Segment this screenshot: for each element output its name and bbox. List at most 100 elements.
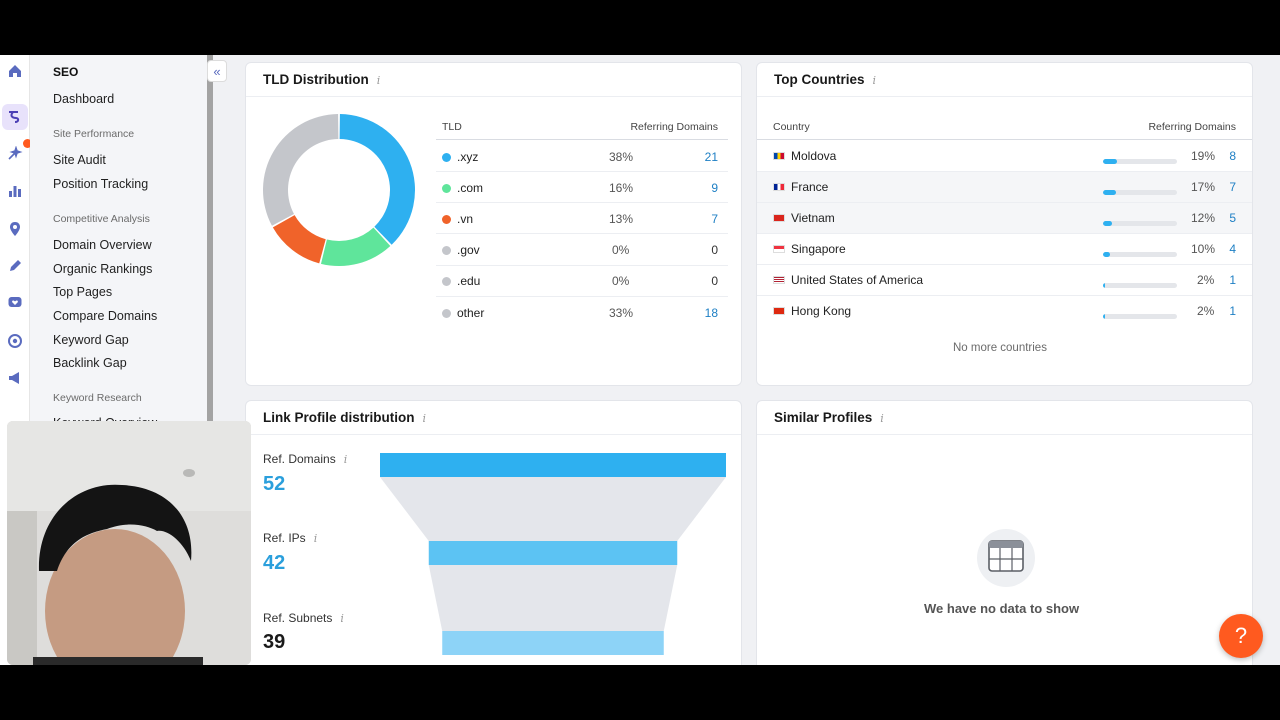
header-divider	[436, 139, 728, 140]
nav-item-site-audit[interactable]: Site Audit	[53, 153, 106, 167]
flag-vietnam-icon	[773, 214, 785, 222]
empty-calendar-icon	[977, 529, 1035, 587]
link-profile-card-title: Link Profile distribution i	[263, 410, 426, 425]
info-icon[interactable]: i	[376, 74, 381, 87]
tld-row-count[interactable]: 18	[704, 306, 718, 320]
empty-state-text: We have no data to show	[924, 601, 1080, 616]
flag-moldova-icon	[773, 152, 785, 160]
col-header-referring-domains: Referring Domains	[630, 121, 718, 133]
country-row-pct: 2%	[1197, 304, 1215, 318]
nav-item-top-pages[interactable]: Top Pages	[53, 285, 113, 299]
country-row-count[interactable]: 8	[1229, 149, 1236, 163]
row-divider	[436, 233, 728, 234]
row-divider	[757, 202, 1252, 203]
ref-ips-label-text: Ref. IPs	[263, 531, 306, 545]
country-share-bar-fill	[1103, 314, 1106, 319]
similar-title-text: Similar Profiles	[774, 410, 873, 425]
donut-slice-vn[interactable]	[272, 215, 326, 264]
tld-distribution-card: TLD Distribution i TLD Referring Domains …	[245, 62, 742, 386]
ref-domains-value[interactable]: 52	[263, 473, 286, 495]
webcam-overlay	[7, 421, 251, 665]
ref-subnets-label-text: Ref. Subnets	[263, 611, 333, 625]
megaphone-icon[interactable]	[6, 369, 24, 387]
countries-card-title: Top Countries i	[774, 72, 876, 87]
country-row-pct: 19%	[1191, 149, 1216, 163]
location-pin-icon[interactable]	[6, 220, 24, 238]
tld-row-count[interactable]: 21	[704, 150, 718, 164]
ref-ips-value[interactable]: 42	[263, 552, 286, 574]
country-share-bar	[1103, 283, 1177, 288]
info-icon[interactable]: i	[880, 412, 884, 425]
country-row-count[interactable]: 1	[1229, 273, 1236, 287]
country-name: France	[791, 180, 829, 194]
nav-item-backlink-gap[interactable]: Backlink Gap	[53, 356, 127, 370]
row-divider	[436, 171, 728, 172]
info-icon[interactable]: i	[313, 532, 318, 545]
tld-row-count[interactable]: 9	[711, 181, 718, 195]
help-button[interactable]: ?	[1219, 614, 1263, 658]
tld-row-pct: 33%	[609, 306, 634, 320]
nav-scrollbar[interactable]	[207, 55, 213, 665]
video-letterbox-top	[0, 0, 1280, 55]
country-name: Vietnam	[791, 211, 835, 225]
tld-row-count: 0	[711, 274, 718, 288]
country-share-bar	[1103, 314, 1177, 319]
card-header: Top Countries i	[757, 63, 1252, 97]
donut-slice-other[interactable]	[263, 114, 339, 226]
ref-domains-label-text: Ref. Domains	[263, 452, 336, 466]
home-icon[interactable]	[6, 62, 24, 80]
card-header: TLD Distribution i	[246, 63, 741, 97]
similar-profiles-card: Similar Profiles i We have no data to sho…	[756, 400, 1253, 665]
ref-domains-label: Ref. Domains i	[263, 452, 347, 466]
country-row-label: Hong Kong	[773, 304, 851, 318]
tld-title-text: TLD Distribution	[263, 72, 369, 87]
nav-group-competitive-analysis: Competitive Analysis	[53, 213, 150, 225]
flag-usa-icon	[773, 276, 785, 284]
donut-slice-com[interactable]	[320, 227, 391, 266]
bar-chart-icon[interactable]	[6, 182, 24, 200]
nav-item-dashboard[interactable]: Dashboard	[53, 92, 115, 106]
tld-row-count[interactable]: 7	[711, 212, 718, 226]
country-row-pct: 2%	[1197, 273, 1215, 287]
country-row-count[interactable]: 4	[1229, 242, 1236, 256]
country-row-count[interactable]: 5	[1229, 211, 1236, 225]
nav-item-keyword-gap[interactable]: Keyword Gap	[53, 333, 129, 347]
seo-icon[interactable]	[2, 104, 28, 130]
info-icon[interactable]: i	[872, 74, 877, 87]
nav-item-compare-domains[interactable]: Compare Domains	[53, 309, 158, 323]
row-divider	[436, 265, 728, 266]
nav-item-domain-overview[interactable]: Domain Overview	[53, 238, 152, 252]
tld-name: other	[457, 306, 485, 320]
country-share-bar	[1103, 159, 1177, 164]
edit-pen-icon[interactable]	[6, 257, 24, 275]
tld-donut-chart	[263, 114, 415, 266]
funnel-connector	[428, 565, 678, 631]
col-header-country: Country	[773, 121, 810, 133]
info-icon[interactable]: i	[340, 612, 344, 625]
country-row-label: United States of America	[773, 273, 923, 287]
header-divider	[757, 139, 1252, 140]
target-icon[interactable]	[6, 332, 24, 350]
col-header-referring-domains: Referring Domains	[1148, 121, 1236, 133]
country-share-bar-fill	[1103, 190, 1116, 195]
nav-item-position-tracking[interactable]: Position Tracking	[53, 177, 149, 191]
info-icon[interactable]: i	[422, 412, 427, 425]
tld-row-label: other	[442, 306, 484, 320]
collapse-sidebar-button[interactable]: «	[207, 60, 227, 82]
info-icon[interactable]: i	[343, 453, 348, 466]
country-row-count[interactable]: 1	[1229, 304, 1236, 318]
row-divider	[757, 295, 1252, 296]
tld-name: .vn	[457, 212, 474, 226]
row-divider	[757, 264, 1252, 265]
country-row-count[interactable]: 7	[1229, 180, 1236, 194]
ref-subnets-label: Ref. Subnets i	[263, 611, 344, 625]
ai-sparkle-icon[interactable]	[6, 145, 24, 163]
country-name: United States of America	[791, 273, 924, 287]
heart-chat-icon[interactable]	[6, 294, 24, 312]
legend-dot	[442, 277, 451, 286]
tld-row-pct: 16%	[609, 181, 634, 195]
country-row-label: Vietnam	[773, 211, 835, 225]
donut-slice-xyz[interactable]	[339, 114, 415, 245]
nav-item-organic-rankings[interactable]: Organic Rankings	[53, 262, 153, 276]
tld-row-pct: 0%	[612, 274, 630, 288]
